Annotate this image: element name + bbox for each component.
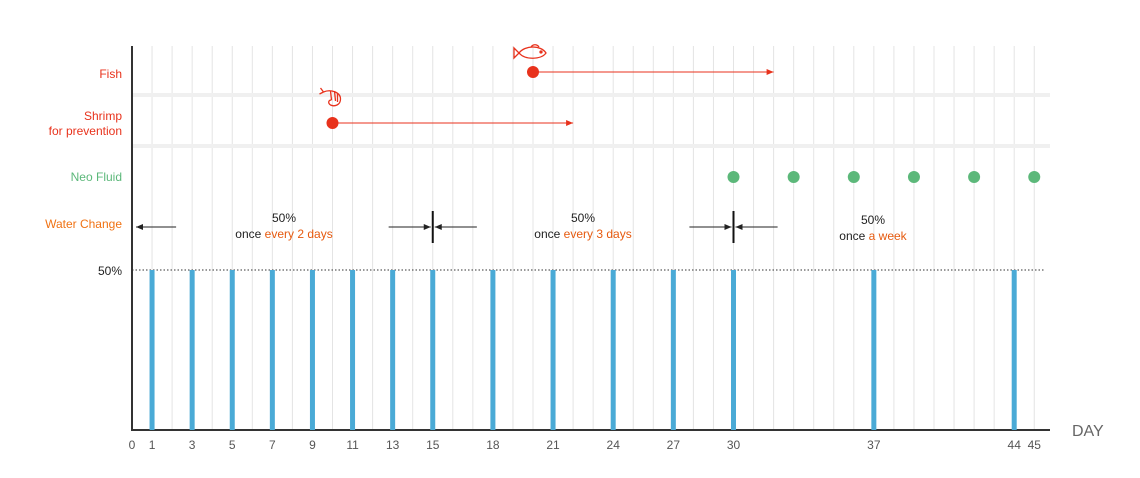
water-change-bar-day-3 <box>189 270 195 430</box>
water-change-row-label: Water Change <box>45 217 122 231</box>
neo-fluid-row-label: Neo Fluid <box>70 170 122 184</box>
phase-1-prefix: once <box>235 227 265 241</box>
water-change-bar-day-7 <box>269 270 275 430</box>
phase-3-annotation: 50% once a week <box>813 212 933 244</box>
water-change-bar-day-44 <box>1011 270 1017 430</box>
x-tick-label-27: 27 <box>667 438 681 452</box>
water-change-bar-day-37 <box>871 270 877 430</box>
water-change-bar-day-5 <box>229 270 235 430</box>
phase-1-percent: 50% <box>271 211 297 225</box>
water-change-bar-day-27 <box>670 270 676 430</box>
x-tick-label-21: 21 <box>546 438 560 452</box>
x-tick-label-1: 1 <box>149 438 156 452</box>
x-tick-label-15: 15 <box>426 438 440 452</box>
phase-2-prefix: once <box>534 227 564 241</box>
water-change-bar-day-24 <box>610 270 616 430</box>
phase-2-annotation: 50% once every 3 days <box>523 210 643 242</box>
water-change-bar-day-13 <box>390 270 396 430</box>
water-change-bar-day-18 <box>490 270 496 430</box>
fish-row-label: Fish <box>99 67 122 81</box>
x-tick-label-37: 37 <box>867 438 881 452</box>
fish-start-dot <box>527 66 539 78</box>
x-tick-label-5: 5 <box>229 438 236 452</box>
shrimp-label-line1: Shrimp <box>83 109 122 123</box>
water-change-bar-day-9 <box>309 270 315 430</box>
neo-fluid-dot-day-33 <box>787 171 800 183</box>
water-change-bar-day-15 <box>430 270 436 430</box>
shrimp-icon <box>319 87 342 107</box>
phase-3-prefix: once <box>839 229 869 243</box>
neo-fluid-dot-day-36 <box>847 171 860 183</box>
shrimp-row-label: Shrimp for prevention <box>49 109 122 139</box>
water-change-bar-day-30 <box>731 270 736 430</box>
phase-1-frequency: every 2 days <box>264 227 333 241</box>
phase-2-percent: 50% <box>570 211 596 225</box>
phase-2-frequency: every 3 days <box>563 227 632 241</box>
neo-fluid-dot-day-39 <box>907 171 920 183</box>
phase-3-percent: 50% <box>860 213 886 227</box>
neo-fluid-dot-day-45 <box>1028 171 1041 183</box>
shrimp-label-line2: for prevention <box>48 124 122 138</box>
x-tick-label-7: 7 <box>269 438 276 452</box>
x-tick-label-44: 44 <box>1008 438 1022 452</box>
x-tick-label-11: 11 <box>346 438 359 452</box>
shrimp-start-dot <box>326 117 339 129</box>
water-change-bar-day-11 <box>350 270 356 430</box>
x-tick-label-30: 30 <box>727 438 741 452</box>
neo-fluid-dot-day-30 <box>727 171 740 183</box>
neo-fluid-dot-day-42 <box>968 171 981 183</box>
phase-1-annotation: 50% once every 2 days <box>224 210 344 242</box>
x-axis-title: DAY <box>1072 423 1104 440</box>
x-tick-label-3: 3 <box>189 438 196 452</box>
x-tick-label-9: 9 <box>309 438 316 452</box>
fish-icon <box>513 44 547 60</box>
x-tick-label-45: 45 <box>1028 438 1042 452</box>
x-tick-label-0: 0 <box>129 438 136 452</box>
level-50-label: 50% <box>97 264 122 278</box>
water-change-bar-day-21 <box>550 270 556 430</box>
x-tick-label-18: 18 <box>486 438 500 452</box>
water-change-bar-day-1 <box>149 270 155 430</box>
x-tick-label-13: 13 <box>386 438 400 452</box>
phase-3-frequency: a week <box>868 229 907 243</box>
x-tick-label-24: 24 <box>607 438 621 452</box>
